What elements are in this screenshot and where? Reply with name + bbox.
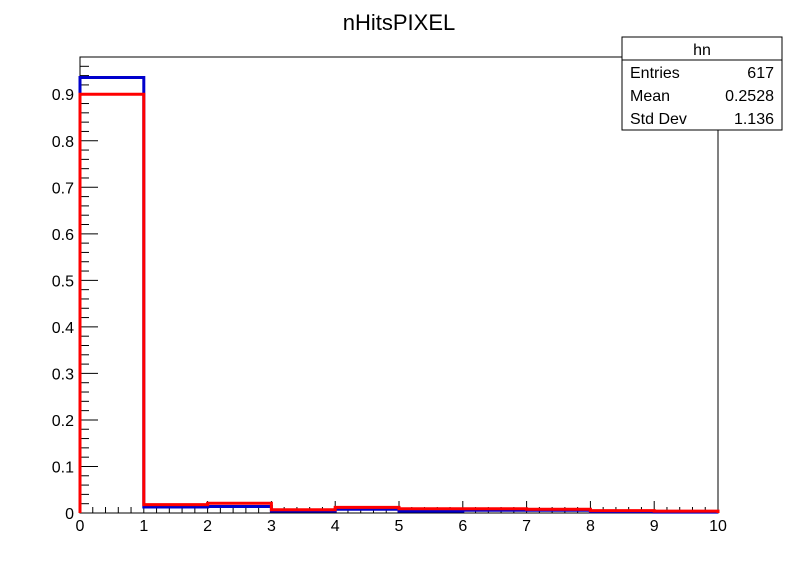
series-1-bin-9 (654, 509, 718, 513)
y-tick-label: 0.5 (52, 273, 74, 290)
chart-title: nHitsPIXEL (343, 10, 456, 35)
series-1-bin-4 (335, 505, 399, 509)
x-tick-label: 8 (586, 518, 595, 535)
series-1-step-line (78, 92, 720, 513)
y-axis: 0 0.1 0.2 0.3 0.4 0.5 0.6 0.7 0.8 0.9 (52, 65, 98, 523)
y-tick-label: 0.4 (52, 320, 74, 337)
y-tick-label: 0.3 (52, 366, 74, 383)
series-1-bin-8 (590, 509, 654, 513)
x-tick-label: 7 (522, 518, 531, 535)
series-1-bin-0 (80, 92, 144, 96)
series-1 (78, 92, 720, 513)
x-tick-label: 9 (650, 518, 659, 535)
series-0-step-line (78, 75, 720, 514)
stats-mean-value: 0.2528 (725, 88, 774, 105)
series-layer (78, 75, 720, 514)
y-tick-label: 0.2 (52, 413, 74, 430)
series-1-bin-7 (527, 507, 591, 511)
series-1-bin-5 (399, 507, 463, 511)
stats-stddev-label: Std Dev (630, 111, 687, 128)
series-0 (78, 75, 720, 514)
series-1-bin-1 (144, 503, 208, 507)
stats-box-name: hn (693, 42, 711, 59)
y-tick-label: 0.9 (52, 87, 74, 104)
series-1-bin-3 (271, 508, 335, 512)
stats-stddev-value: 1.136 (734, 111, 774, 128)
y-tick-label: 0.1 (52, 459, 74, 476)
stats-entries-value: 617 (747, 65, 774, 82)
series-0-bin-0 (80, 75, 144, 79)
stats-box-frame (621, 36, 783, 131)
y-tick-label: 0.8 (52, 134, 74, 151)
x-tick-label: 4 (331, 518, 340, 535)
x-tick-label: 10 (709, 518, 727, 535)
y-tick-label: 0.7 (52, 180, 74, 197)
x-tick-label: 6 (458, 518, 467, 535)
x-tick-label: 0 (76, 518, 85, 535)
x-tick-label: 5 (395, 518, 404, 535)
stats-box: hn Entries 617 Mean 0.2528 Std Dev 1.136 (621, 36, 783, 131)
x-tick-label: 3 (267, 518, 276, 535)
stats-entries-label: Entries (630, 65, 680, 82)
y-tick-label: 0 (65, 506, 74, 523)
x-tick-label: 1 (139, 518, 148, 535)
stats-mean-label: Mean (630, 88, 670, 105)
x-tick-label: 2 (203, 518, 212, 535)
y-tick-label: 0.6 (52, 227, 74, 244)
series-1-bin-6 (463, 507, 527, 511)
series-1-bin-2 (208, 501, 272, 505)
